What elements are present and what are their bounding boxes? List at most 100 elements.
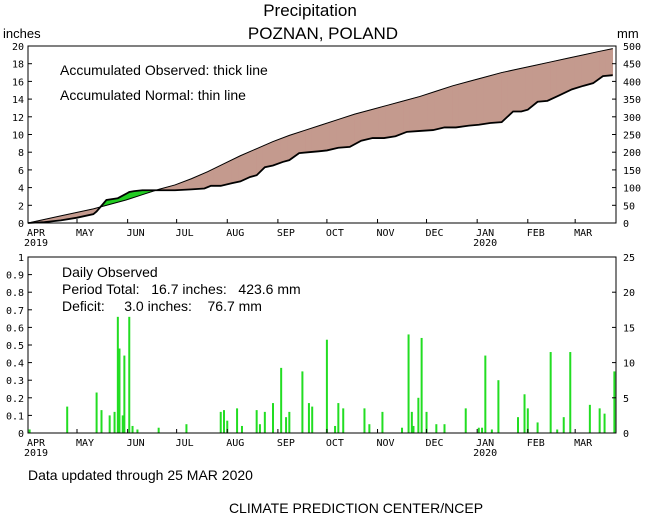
daily-bar — [113, 411, 116, 433]
daily-bar — [549, 352, 552, 433]
y-tick-label: 14 — [12, 95, 24, 106]
y-tick-label-mm: 200 — [623, 148, 641, 159]
daily-bar — [219, 411, 222, 433]
x-tick-label: JAN — [476, 228, 494, 239]
daily-bar — [410, 411, 413, 433]
daily-bar — [334, 425, 337, 433]
daily-bar — [443, 424, 446, 433]
x-tick-label: APR — [27, 228, 46, 239]
x-tick-label: FEB — [527, 228, 545, 239]
daily-bar — [425, 411, 428, 433]
daily-bar — [28, 429, 31, 433]
daily-bar — [100, 410, 103, 433]
y-tick-label-mm: 0 — [623, 429, 629, 440]
daily-bar — [363, 408, 366, 433]
daily-y-axis-inches: 0 0.1 0.2 0.3 0.4 0.5 0.6 0.7 0.8 0.9 1 — [6, 253, 32, 440]
y-tick-label-mm: 250 — [623, 131, 641, 142]
y-tick-label-mm: 50 — [623, 201, 635, 212]
daily-bar — [311, 406, 314, 433]
daily-bar — [185, 424, 188, 433]
y-tick-label: 0 — [18, 219, 24, 230]
y-tick-label: 12 — [12, 113, 24, 124]
observed-legend-note: Accumulated Observed: thick line — [60, 62, 268, 78]
daily-bar — [598, 408, 601, 433]
y-tick-label-mm: 150 — [623, 166, 641, 177]
x-tick-label: NOV — [377, 438, 395, 449]
y-tick-label-mm: 0 — [623, 219, 629, 230]
x-year-label: 2020 — [473, 238, 497, 249]
y-tick-label-mm: 5 — [623, 394, 629, 405]
accumulated-observed-line — [27, 74, 613, 224]
y-tick-label-mm: 20 — [623, 288, 635, 299]
x-tick-label: JUL — [176, 228, 194, 239]
x-year-label: 2019 — [24, 448, 48, 459]
y-tick-label: 0.2 — [6, 394, 24, 405]
source-credit: CLIMATE PREDICTION CENTER/NCEP — [229, 500, 483, 516]
daily-bar — [131, 425, 134, 433]
y-tick-label-mm: 25 — [623, 253, 635, 264]
daily-bar — [569, 352, 572, 433]
daily-bar — [226, 420, 229, 433]
daily-bar — [66, 406, 69, 433]
data-updated-note: Data updated through 25 MAR 2020 — [28, 467, 253, 483]
y-tick-label: 0.5 — [6, 341, 24, 352]
daily-bar — [556, 429, 559, 433]
x-tick-label: MAR — [574, 438, 593, 449]
x-tick-label: DEC — [426, 438, 444, 449]
daily-bar — [588, 404, 591, 433]
daily-bar — [603, 413, 606, 433]
daily-bar — [121, 415, 124, 433]
y-tick-label-mm: 400 — [623, 77, 641, 88]
y-tick-label: 0.6 — [6, 323, 24, 334]
daily-bar — [136, 429, 139, 433]
daily-bar — [497, 380, 500, 433]
y-tick-label: 16 — [12, 77, 24, 88]
y-tick-label: 0.9 — [6, 271, 24, 282]
daily-bar — [517, 417, 519, 433]
daily-bar — [325, 339, 328, 433]
y-tick-label: 0.1 — [6, 411, 24, 422]
deficit-label: Deficit: 3.0 inches: 76.7 mm — [62, 298, 262, 314]
x-tick-label: MAY — [76, 438, 94, 449]
accumulated-panel: 0 2 4 6 8 10 12 14 16 18 20 0 50 100 150 200 250 300 350 4… — [12, 42, 641, 249]
daily-y-axis-mm: 0 5 10 15 20 25 — [612, 253, 635, 440]
location-title: POZNAN, POLAND — [248, 24, 398, 43]
deficit-fill-slice — [610, 48, 614, 76]
daily-bar — [484, 355, 487, 433]
daily-bar — [128, 316, 131, 433]
unit-right-label: mm — [617, 26, 639, 41]
daily-bar — [412, 425, 415, 433]
daily-bar — [526, 408, 529, 433]
daily-bar — [255, 410, 258, 433]
y-tick-label: 20 — [12, 42, 24, 53]
daily-bar — [536, 422, 539, 433]
y-tick-label: 18 — [12, 60, 24, 71]
daily-bar — [258, 424, 261, 433]
daily-bar — [420, 337, 423, 433]
y-tick-label-mm: 15 — [623, 323, 635, 334]
daily-bar — [307, 403, 310, 433]
daily-bar — [280, 367, 283, 433]
y-tick-label-mm: 10 — [623, 359, 635, 370]
daily-bar — [337, 403, 340, 433]
y-tick-label: 8 — [18, 148, 24, 159]
x-tick-label: SEP — [277, 228, 295, 239]
y-tick-label: 0 — [18, 429, 24, 440]
y-tick-label: 0.7 — [6, 306, 24, 317]
daily-bar — [381, 411, 384, 433]
daily-bar — [123, 355, 126, 433]
daily-bar — [272, 403, 274, 433]
y-tick-label: 2 — [18, 201, 24, 212]
daily-bar — [95, 392, 98, 433]
daily-panel: 0 0.1 0.2 0.3 0.4 0.5 0.6 0.7 0.8 0.9 1 0 5 10 15 20 25… — [6, 253, 635, 459]
daily-bar — [477, 427, 480, 433]
daily-bar — [464, 408, 467, 433]
y-tick-label: 6 — [18, 166, 24, 177]
x-tick-label: JAN — [476, 438, 494, 449]
x-tick-label: OCT — [326, 438, 344, 449]
accumulated-plot-area — [27, 48, 614, 224]
x-tick-label: SEP — [277, 438, 295, 449]
x-tick-label: FEB — [527, 438, 545, 449]
daily-bar — [613, 371, 616, 433]
